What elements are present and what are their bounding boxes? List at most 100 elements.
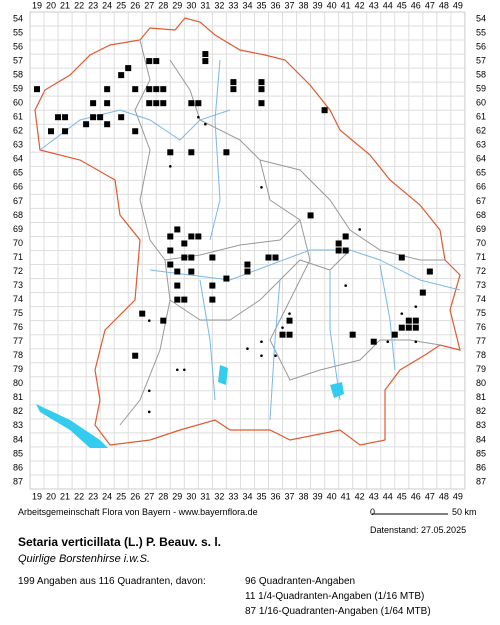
y-label: 80 xyxy=(476,378,486,388)
credit: Arbeitsgemeinschaft Flora von Bayern - w… xyxy=(18,507,258,517)
x-label: 25 xyxy=(116,0,126,10)
y-label: 72 xyxy=(476,266,486,276)
occurrence-square xyxy=(125,65,132,72)
y-label: 69 xyxy=(476,224,486,234)
occurrence-square xyxy=(90,100,97,107)
y-label: 77 xyxy=(13,336,23,346)
x-label: 39 xyxy=(313,0,323,10)
x-label: 40 xyxy=(327,0,337,10)
occurrence-square xyxy=(195,100,202,107)
occurrence-dot xyxy=(288,312,291,315)
subtitle: Quirlige Borstenhirse i.w.S. xyxy=(18,553,150,565)
y-label: 83 xyxy=(13,420,23,430)
occurrence-square xyxy=(279,331,286,338)
occurrence-square xyxy=(412,324,419,331)
y-label: 64 xyxy=(476,154,486,164)
x-label: 32 xyxy=(214,491,224,501)
occurrence-square xyxy=(223,149,230,156)
occurrence-dot xyxy=(204,122,207,126)
lake-ammersee xyxy=(218,365,228,385)
y-label: 71 xyxy=(13,252,23,262)
y-label: 69 xyxy=(13,224,23,234)
x-label: 19 xyxy=(32,0,42,10)
occurrence-dot xyxy=(260,340,263,343)
y-label: 60 xyxy=(476,98,486,108)
y-label: 54 xyxy=(13,13,23,23)
occurrence-square xyxy=(118,114,125,121)
occurrence-square xyxy=(286,317,293,324)
occurrence-dot xyxy=(414,340,418,343)
occurrence-square xyxy=(132,128,139,135)
occurrence-square xyxy=(188,233,195,240)
occurrence-square xyxy=(209,296,216,303)
occurrence-square xyxy=(419,289,426,296)
y-label: 86 xyxy=(476,462,486,472)
occurrence-square xyxy=(132,86,139,93)
x-label: 41 xyxy=(341,491,351,501)
rivers xyxy=(39,59,461,421)
summary: 199 Angaben aus 116 Quadranten, davon: xyxy=(18,576,206,587)
x-label: 39 xyxy=(313,491,323,501)
y-label: 58 xyxy=(476,69,486,79)
state-border xyxy=(34,17,461,446)
y-label: 76 xyxy=(13,322,23,332)
x-label: 21 xyxy=(60,491,70,501)
occurrence-square xyxy=(223,275,230,282)
occurrence-dot xyxy=(400,312,404,315)
occurrence-dot xyxy=(274,354,277,358)
occurrence-square xyxy=(146,86,153,93)
x-label: 49 xyxy=(453,0,463,10)
y-label: 66 xyxy=(476,182,486,192)
y-label: 56 xyxy=(13,41,23,51)
y-label: 87 xyxy=(476,476,486,486)
occurrence-square xyxy=(398,324,405,331)
x-label: 47 xyxy=(425,0,435,10)
occurrence-dot xyxy=(147,319,151,322)
y-label: 79 xyxy=(476,364,486,374)
x-label: 35 xyxy=(256,491,266,501)
occurrence-square xyxy=(258,100,265,107)
y-label: 62 xyxy=(476,126,486,136)
x-label: 24 xyxy=(102,491,112,501)
y-label: 82 xyxy=(476,406,486,416)
y-label: 84 xyxy=(13,434,23,444)
x-label: 33 xyxy=(228,491,238,501)
y-label: 81 xyxy=(13,392,23,402)
x-label: 29 xyxy=(172,0,182,10)
x-label: 46 xyxy=(411,0,421,10)
x-label: 20 xyxy=(46,0,56,10)
occurrence-square xyxy=(195,233,202,240)
occurrence-dot xyxy=(183,368,186,372)
occurrence-square xyxy=(391,331,398,338)
occurrence-dot xyxy=(147,410,151,414)
occurrence-square xyxy=(230,86,237,93)
y-label: 74 xyxy=(476,294,486,304)
occurrence-square xyxy=(181,296,188,303)
x-label: 31 xyxy=(200,491,210,501)
occurrence-square xyxy=(167,261,174,268)
x-label: 34 xyxy=(242,0,252,10)
occurrence-square xyxy=(174,296,181,303)
y-label: 73 xyxy=(476,280,486,290)
y-label: 75 xyxy=(476,308,486,318)
x-label: 29 xyxy=(172,491,182,501)
y-label: 68 xyxy=(13,210,23,220)
occurrence-square xyxy=(153,86,160,93)
occurrence-square xyxy=(62,128,69,135)
occurrence-square xyxy=(174,282,181,289)
occurrence-square xyxy=(202,51,209,58)
occurrence-square xyxy=(139,310,146,317)
occurrence-dot xyxy=(358,228,361,231)
occurrence-square xyxy=(146,100,153,107)
x-label: 22 xyxy=(74,491,84,501)
occurrence-square xyxy=(188,149,195,156)
occurrence-square xyxy=(55,114,62,121)
occurrence-square xyxy=(104,86,111,93)
occurrence-square xyxy=(132,352,139,359)
occurrence-dot xyxy=(147,389,151,393)
occurrence-square xyxy=(83,121,90,128)
x-label: 47 xyxy=(425,491,435,501)
occurrence-dot xyxy=(176,368,179,372)
x-label: 38 xyxy=(299,491,309,501)
